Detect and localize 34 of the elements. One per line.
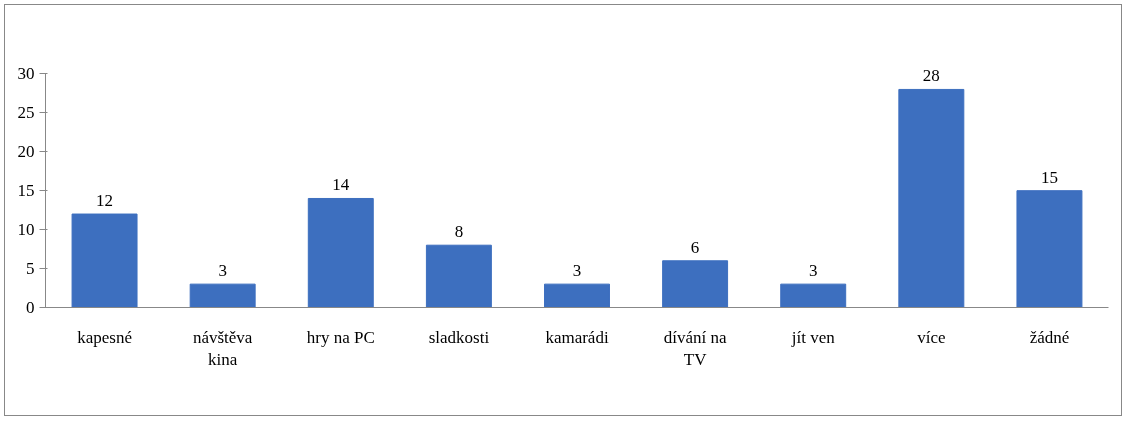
data-label: 3 (572, 261, 582, 281)
x-tick-label: kapesné (77, 327, 132, 347)
bar (425, 244, 492, 308)
bar (1016, 190, 1083, 308)
x-tick-label: žádné (1029, 327, 1070, 347)
y-tick-label: 0 (26, 298, 35, 317)
data-label: 3 (218, 261, 227, 281)
x-tick-label: sladkosti (428, 327, 490, 347)
data-label: 28 (922, 66, 940, 86)
x-tick-label: více (917, 327, 946, 347)
data-label: 8 (454, 222, 464, 242)
bar (189, 283, 256, 308)
y-tick-label: 25 (17, 103, 35, 123)
y-tick-label: 10 (17, 220, 35, 240)
x-tick-label: návštěva kina (192, 327, 253, 370)
y-tick-label: 20 (17, 142, 35, 162)
x-tick-label: kamarádi (545, 327, 609, 347)
data-label: 12 (96, 191, 114, 211)
data-label: 3 (808, 261, 818, 281)
y-tick-label: 5 (26, 259, 35, 279)
bar (307, 197, 374, 308)
y-tick-label: 30 (17, 64, 35, 84)
bar (71, 213, 138, 308)
bar (898, 88, 965, 308)
x-tick-label: dívání na TV (663, 327, 727, 370)
bar (544, 283, 610, 308)
x-tick-label: hry na PC (306, 327, 375, 347)
data-label: 6 (690, 237, 700, 257)
bar (662, 260, 729, 308)
data-label: 14 (332, 175, 350, 195)
x-tick-label: jít ven (790, 327, 836, 347)
y-tick-label: 15 (17, 181, 35, 201)
data-label: 15 (1040, 167, 1058, 187)
bar (780, 283, 847, 308)
